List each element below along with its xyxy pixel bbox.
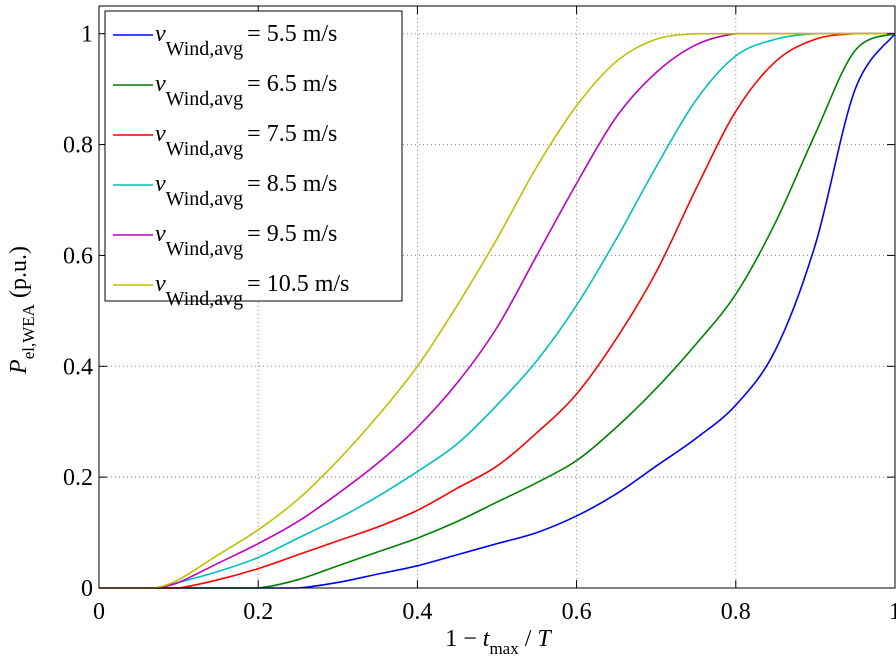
y-tick-label: 0.2 [63, 465, 93, 491]
x-tick-label: 0 [93, 599, 105, 625]
x-tick-label: 0.8 [721, 599, 751, 625]
legend-entry-label: vWind,avg= 5.5 m/s [155, 21, 337, 60]
legend-entry-label: vWind,avg= 7.5 m/s [155, 121, 337, 160]
legend-box [104, 10, 403, 302]
x-tick-label: 0.4 [402, 599, 432, 625]
y-axis-tick-labels: 0 0.2 0.4 0.6 0.8 1 [63, 22, 93, 602]
series-line-3 [98, 32, 895, 589]
legend-entry-label: vWind,avg= 9.5 m/s [155, 221, 337, 260]
axis-ticks [98, 6, 896, 589]
series-line-5 [98, 32, 895, 589]
y-axis-label: Pel,WEA (p.u.) [6, 246, 38, 375]
y-tick-label: 0.4 [63, 354, 93, 380]
x-tick-label: 1 [889, 599, 896, 625]
y-tick-label: 1 [81, 22, 93, 48]
x-axis-label: 1 − tmax / T [445, 626, 552, 658]
y-tick-label: 0.6 [63, 243, 93, 269]
legend-entry-label: vWind,avg= 6.5 m/s [155, 71, 337, 110]
x-axis-tick-labels: 0 0.2 0.4 0.6 0.8 1 [93, 599, 896, 625]
x-tick-label: 0.6 [562, 599, 592, 625]
y-tick-label: 0 [81, 576, 93, 602]
legend-entry-label: vWind,avg= 8.5 m/s [155, 171, 337, 210]
plot-area-frame [98, 5, 896, 589]
legend-entry-label: vWind,avg= 10.5 m/s [155, 271, 349, 310]
x-tick-label: 0.2 [243, 599, 273, 625]
legend: vWind,avg= 5.5 m/s vWind,avg= 6.5 m/s vWin… [104, 10, 403, 310]
y-tick-label: 0.8 [63, 133, 93, 159]
series-line-2 [98, 32, 895, 589]
